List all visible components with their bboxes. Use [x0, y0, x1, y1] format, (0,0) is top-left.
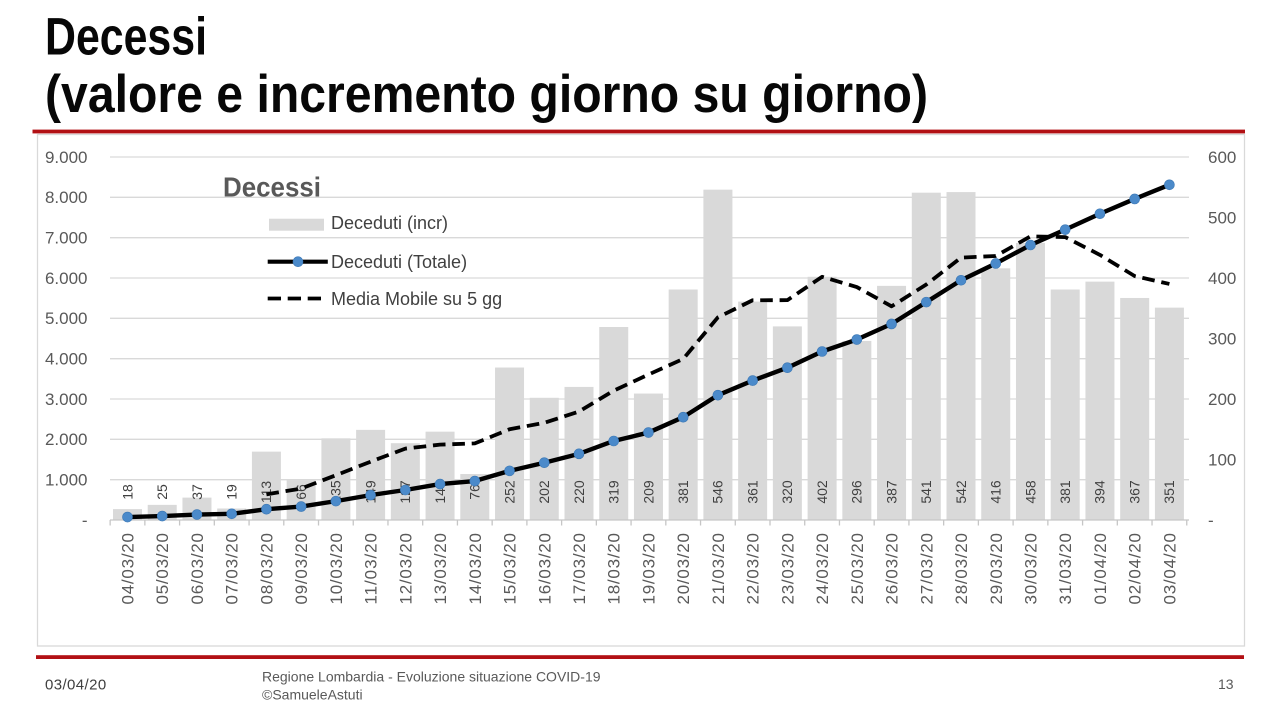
svg-text:04/03/20: 04/03/20 — [119, 533, 138, 605]
svg-text:300: 300 — [1208, 329, 1236, 348]
svg-text:394: 394 — [1092, 480, 1108, 504]
svg-text:209: 209 — [640, 480, 656, 504]
svg-text:18/03/20: 18/03/20 — [605, 533, 624, 605]
svg-text:Regione Lombardia - Evoluzione: Regione Lombardia - Evoluzione situazion… — [262, 669, 601, 685]
svg-text:21/03/20: 21/03/20 — [709, 533, 728, 605]
svg-text:06/03/20: 06/03/20 — [188, 533, 207, 605]
svg-text:1.000: 1.000 — [45, 471, 88, 490]
svg-text:296: 296 — [849, 480, 865, 504]
svg-text:500: 500 — [1208, 208, 1236, 227]
svg-text:17/03/20: 17/03/20 — [570, 533, 589, 605]
svg-text:400: 400 — [1208, 269, 1236, 288]
svg-text:76: 76 — [467, 484, 483, 500]
svg-text:20/03/20: 20/03/20 — [674, 533, 693, 605]
svg-text:22/03/20: 22/03/20 — [744, 533, 763, 605]
svg-text:07/03/20: 07/03/20 — [223, 533, 242, 605]
svg-text:27/03/20: 27/03/20 — [917, 533, 936, 605]
svg-text:37: 37 — [189, 484, 205, 500]
svg-text:320: 320 — [779, 480, 795, 504]
svg-text:351: 351 — [1161, 480, 1177, 504]
svg-text:31/03/20: 31/03/20 — [1056, 533, 1075, 605]
svg-text:381: 381 — [675, 480, 691, 504]
svg-text:03/04/20: 03/04/20 — [45, 677, 107, 694]
svg-text:-: - — [82, 511, 88, 530]
svg-text:30/03/20: 30/03/20 — [1021, 533, 1040, 605]
svg-text:541: 541 — [918, 480, 934, 504]
svg-text:202: 202 — [536, 480, 552, 504]
svg-text:11/03/20: 11/03/20 — [362, 533, 381, 605]
svg-text:8.000: 8.000 — [45, 188, 88, 207]
svg-text:26/03/20: 26/03/20 — [883, 533, 902, 605]
svg-text:10/03/20: 10/03/20 — [327, 533, 346, 605]
svg-text:100: 100 — [1208, 450, 1236, 469]
svg-text:220: 220 — [571, 480, 587, 504]
svg-text:600: 600 — [1208, 148, 1236, 167]
svg-text:25: 25 — [154, 484, 170, 500]
svg-text:-: - — [1208, 511, 1214, 530]
svg-text:05/03/20: 05/03/20 — [153, 533, 172, 605]
svg-text:5.000: 5.000 — [45, 309, 88, 328]
svg-text:03/04/20: 03/04/20 — [1160, 533, 1179, 605]
svg-text:29/03/20: 29/03/20 — [987, 533, 1006, 605]
svg-text:19: 19 — [223, 484, 239, 500]
svg-text:08/03/20: 08/03/20 — [257, 533, 276, 605]
svg-text:402: 402 — [814, 480, 830, 504]
svg-text:24/03/20: 24/03/20 — [813, 533, 832, 605]
svg-text:23/03/20: 23/03/20 — [778, 533, 797, 605]
svg-text:9.000: 9.000 — [45, 148, 88, 167]
svg-text:546: 546 — [710, 480, 726, 504]
svg-text:3.000: 3.000 — [45, 390, 88, 409]
svg-text:6.000: 6.000 — [45, 269, 88, 288]
svg-text:4.000: 4.000 — [45, 350, 88, 369]
svg-text:14/03/20: 14/03/20 — [466, 533, 485, 605]
svg-text:319: 319 — [606, 480, 622, 504]
svg-text:13/03/20: 13/03/20 — [431, 533, 450, 605]
svg-text:Media Mobile su 5 gg: Media Mobile su 5 gg — [331, 289, 502, 309]
svg-text:2.000: 2.000 — [45, 430, 88, 449]
svg-text:113: 113 — [258, 481, 274, 504]
svg-text:18: 18 — [119, 484, 135, 500]
svg-text:416: 416 — [988, 480, 1004, 504]
svg-text:Decessi: Decessi — [45, 8, 207, 67]
svg-text:Decessi: Decessi — [223, 172, 321, 203]
svg-text:7.000: 7.000 — [45, 229, 88, 248]
svg-text:28/03/20: 28/03/20 — [952, 533, 971, 605]
svg-text:361: 361 — [744, 480, 760, 504]
svg-text:12/03/20: 12/03/20 — [396, 533, 415, 605]
svg-text:16/03/20: 16/03/20 — [535, 533, 554, 605]
svg-text:Deceduti (Totale): Deceduti (Totale) — [331, 252, 467, 272]
svg-text:13: 13 — [1218, 676, 1234, 692]
svg-text:367: 367 — [1126, 480, 1142, 504]
svg-text:©SamueleAstuti: ©SamueleAstuti — [262, 687, 363, 703]
svg-text:02/04/20: 02/04/20 — [1126, 533, 1145, 605]
svg-text:01/04/20: 01/04/20 — [1091, 533, 1110, 605]
svg-text:15/03/20: 15/03/20 — [501, 533, 520, 605]
svg-text:252: 252 — [501, 480, 517, 504]
svg-text:Deceduti (incr): Deceduti (incr) — [331, 213, 448, 233]
svg-text:19/03/20: 19/03/20 — [639, 533, 658, 605]
svg-text:387: 387 — [883, 480, 899, 504]
svg-text:200: 200 — [1208, 390, 1236, 409]
svg-text:381: 381 — [1057, 480, 1073, 504]
svg-text:542: 542 — [953, 480, 969, 504]
svg-text:458: 458 — [1022, 480, 1038, 504]
svg-text:(valore e incremento giorno su: (valore e incremento giorno su giorno) — [45, 65, 928, 124]
svg-text:09/03/20: 09/03/20 — [292, 533, 311, 605]
svg-text:25/03/20: 25/03/20 — [848, 533, 867, 605]
